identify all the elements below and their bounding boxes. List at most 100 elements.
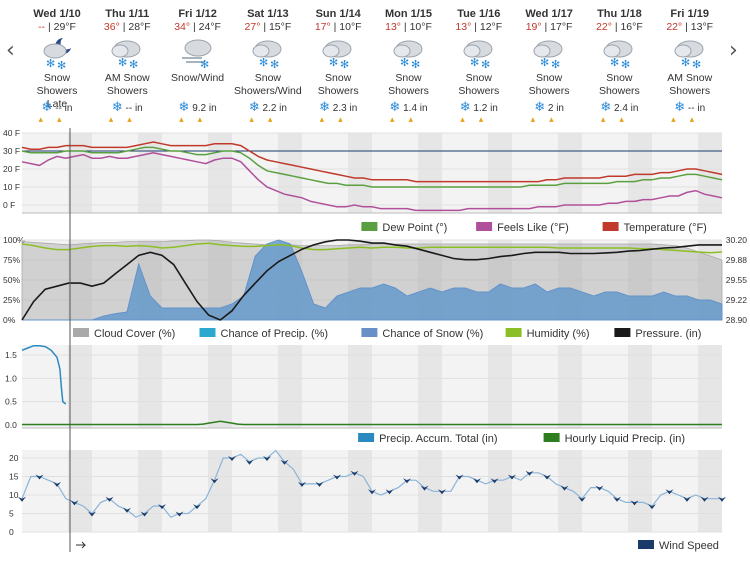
legend-label: Pressure. (in)	[635, 328, 701, 340]
legend-swatch	[199, 328, 216, 337]
day-shade	[92, 240, 138, 320]
y-right-tick-label: 28.90	[726, 315, 748, 325]
wind-arrow	[665, 489, 674, 495]
wind-arrow	[35, 474, 44, 480]
high-temp: 17°	[314, 21, 331, 33]
night-shade	[698, 345, 722, 428]
day-column[interactable]: Tue 1/16 13° | 12°F ✻ ✻ Snow Showers ❄ 1.2 in…	[444, 8, 514, 132]
high-temp: 27°	[244, 21, 261, 33]
day-date: Sat 1/13	[247, 8, 289, 20]
day-column[interactable]: Thu 1/18 22° | 16°F ✻ ✻ Snow Showers ❄ 2.4 in…	[584, 8, 654, 132]
day-shade	[512, 133, 558, 213]
day-column[interactable]: Wed 1/10 -- | 29°F ✻ ✻ Snow Showers Late ❄ -- …	[22, 8, 92, 132]
prev-arrow-icon[interactable]: ‹	[6, 38, 15, 63]
wind-arrow	[298, 481, 306, 487]
wind-arrow	[175, 511, 184, 517]
svg-text:✻: ✻	[470, 57, 479, 69]
day-shade	[302, 450, 348, 532]
day-shade	[512, 240, 558, 320]
svg-text:✻: ✻	[270, 59, 279, 70]
day-shade	[512, 345, 558, 428]
wind-arrow	[543, 474, 551, 480]
day-date: Fri 1/19	[670, 8, 709, 20]
wind-arrow	[158, 504, 166, 510]
day-temps: 34° | 24°F	[174, 21, 221, 33]
day-temps: 22° | 16°F	[596, 21, 643, 33]
day-column[interactable]: Thu 1/11 36° | 28°F ✻ ✻ AM Snow Showers ❄ -- i…	[92, 8, 162, 132]
night-shade	[348, 450, 372, 532]
wind-arrow	[263, 456, 271, 461]
wind-arrow	[490, 478, 499, 484]
day-column[interactable]: Mon 1/15 13° | 10°F ✻ ✻ Snow Showers ❄ 1.4 in…	[374, 8, 444, 132]
sun-icons: ▴▴	[319, 114, 357, 124]
day-temps: 19° | 17°F	[525, 21, 573, 33]
y-tick-label: 1.0	[5, 373, 17, 383]
day-shade	[582, 240, 628, 320]
day-shade	[652, 133, 698, 213]
wind-arrow	[473, 478, 481, 484]
wind-arrow	[630, 500, 639, 506]
low-temp: 10°F	[339, 21, 362, 33]
svg-text:✻: ✻	[259, 57, 268, 69]
night-shade	[488, 240, 512, 320]
y-right-tick-label: 29.55	[726, 275, 748, 285]
wind-arrow	[420, 485, 429, 491]
series-line	[22, 420, 722, 426]
day-column[interactable]: Sun 1/14 17° | 10°F ✻ ✻ Snow Showers ❄ 2.3 in…	[303, 8, 373, 132]
day-date: Thu 1/18	[597, 8, 642, 20]
night-shade	[68, 133, 92, 213]
night-shade	[278, 240, 302, 320]
day-shade	[92, 345, 138, 428]
y-tick-label: 10	[9, 490, 19, 500]
y-tick-label: 1.5	[5, 350, 17, 360]
day-column[interactable]: Fri 1/12 34° | 24°F ✻ Snow/Wind ❄ 9.2 in ▴▴	[163, 8, 233, 132]
y-tick-label: 10 F	[3, 182, 20, 192]
wind-arrow	[700, 496, 709, 502]
night-shade	[418, 133, 442, 213]
day-date: Thu 1/11	[105, 8, 150, 20]
y-tick-label: 40 F	[3, 128, 20, 138]
snow-icon: ✻ ✻	[514, 36, 584, 72]
sun-icons: ▴▴	[600, 114, 638, 124]
day-temps: -- | 29°F	[38, 21, 76, 33]
day-condition: AM Snow Showers	[667, 72, 713, 97]
day-shade	[582, 345, 628, 428]
night-shade	[558, 450, 582, 532]
snow-icon: ✻ ✻	[92, 36, 162, 72]
high-temp: 22°	[666, 21, 683, 33]
series-line	[21, 141, 723, 183]
y-right-tick-label: 29.88	[726, 255, 748, 265]
legend-swatch	[505, 328, 522, 337]
high-temp: 22°	[596, 21, 612, 33]
snowflake-icon: ❄	[459, 99, 471, 114]
day-column[interactable]: Fri 1/19 22° | 13°F ✻ ✻ AM Snow Showers ❄ -- i…	[655, 8, 725, 132]
night-shade	[488, 345, 512, 428]
legend-label: Hourly Liquid Precip. (in)	[565, 433, 685, 445]
svg-text:✻: ✻	[540, 57, 549, 69]
day-column[interactable]: Sat 1/13 27° | 15°F ✻ ✻ Snow Showers/Wind ❄ 2.…	[233, 8, 303, 132]
night-shade	[68, 450, 92, 532]
time-arrow-icon	[76, 541, 87, 549]
snow-icon: ✻ ✻	[444, 36, 514, 72]
low-temp: 15°F	[268, 21, 292, 33]
day-temps: 13° | 10°F	[385, 21, 432, 33]
day-shade	[232, 240, 278, 320]
day-column[interactable]: Wed 1/17 19° | 17°F ✻ ✻ Snow Showers ❄ 2 in ▴▴	[514, 8, 584, 132]
day-temps: 22° | 13°F	[666, 21, 714, 33]
next-arrow-icon[interactable]: ›	[729, 38, 738, 63]
night-shade	[68, 240, 92, 320]
svg-text:✻: ✻	[681, 57, 690, 69]
night-shade	[278, 450, 302, 532]
day-shade	[582, 450, 628, 532]
night-shade	[558, 345, 582, 428]
night-shade	[138, 345, 162, 428]
high-temp: 13°	[385, 21, 402, 33]
y-tick-label: 0 F	[3, 200, 15, 210]
day-snow-amount: ❄ 2 in	[534, 99, 564, 114]
day-condition: Snow Showers	[458, 72, 500, 97]
night-shade	[68, 345, 92, 428]
day-date: Sun 1/14	[315, 8, 361, 20]
series-line	[21, 152, 723, 212]
wind-arrow	[508, 474, 516, 480]
y-right-tick-label: 29.22	[726, 295, 748, 305]
